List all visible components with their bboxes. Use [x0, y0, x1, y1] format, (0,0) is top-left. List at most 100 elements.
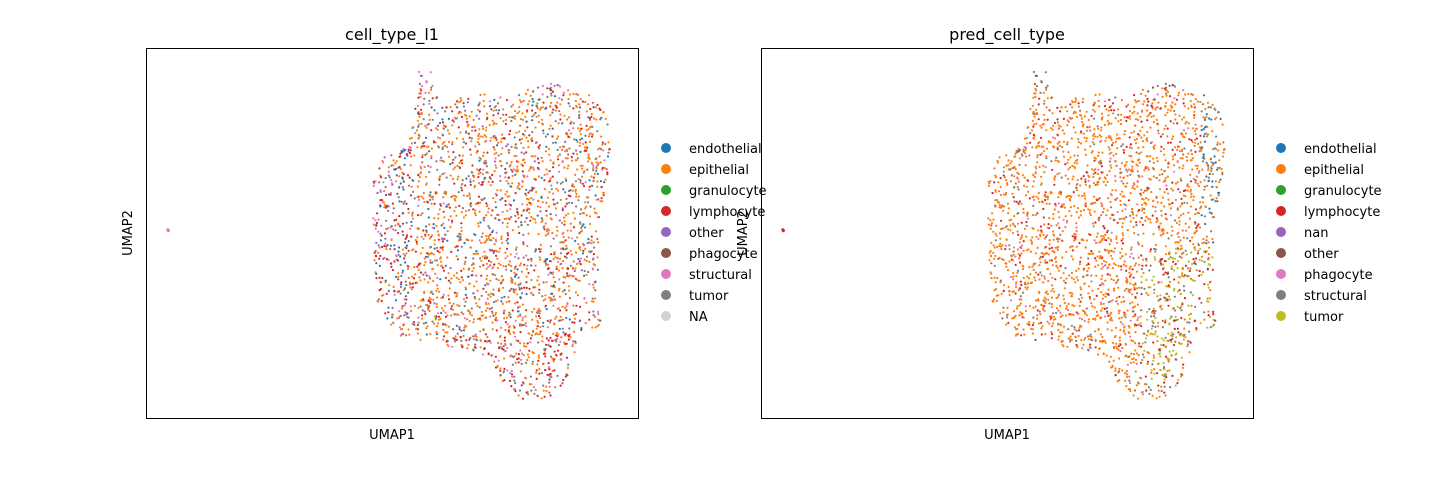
scatter-point	[1181, 167, 1184, 170]
scatter-point	[1155, 118, 1158, 121]
scatter-point	[1133, 187, 1136, 190]
scatter-point	[558, 153, 562, 156]
scatter-point	[1106, 180, 1109, 183]
scatter-point	[1063, 206, 1066, 209]
scatter-point	[1012, 316, 1016, 320]
scatter-point	[485, 262, 488, 265]
scatter-point	[1146, 360, 1149, 363]
scatter-point	[504, 176, 507, 179]
scatter-point	[1191, 236, 1194, 239]
scatter-point	[453, 313, 456, 316]
scatter-point	[1109, 164, 1112, 167]
scatter-point	[1133, 324, 1136, 327]
scatter-point	[1157, 226, 1160, 229]
scatter-point	[590, 242, 593, 245]
scatter-point	[1177, 241, 1181, 244]
scatter-point	[1096, 232, 1099, 235]
scatter-point	[509, 129, 512, 133]
scatter-point	[411, 275, 414, 278]
scatter-point	[1167, 162, 1170, 165]
scatter-point	[1084, 178, 1087, 181]
scatter-point	[442, 269, 445, 272]
scatter-point	[1083, 338, 1086, 341]
scatter-point	[1007, 207, 1010, 210]
scatter-point	[456, 258, 460, 261]
scatter-point	[991, 212, 994, 215]
scatter-point	[1212, 148, 1215, 151]
scatter-point	[1165, 253, 1168, 256]
scatter-point	[441, 148, 444, 151]
scatter-point	[1176, 382, 1179, 385]
scatter-point	[405, 283, 408, 287]
scatter-point	[478, 117, 481, 120]
scatter-point	[1070, 195, 1073, 198]
scatter-point	[1105, 108, 1108, 111]
scatter-point	[492, 237, 495, 240]
scatter-point	[1107, 146, 1110, 149]
scatter-point	[460, 329, 463, 332]
scatter-point	[531, 109, 534, 112]
scatter-point	[403, 304, 406, 307]
scatter-point	[1210, 230, 1213, 233]
scatter-point	[1114, 140, 1117, 143]
scatter-point	[530, 257, 533, 260]
scatter-point	[390, 164, 393, 167]
scatter-point	[1097, 287, 1100, 290]
scatter-point	[1117, 264, 1120, 268]
scatter-point	[1152, 199, 1155, 202]
scatter-point	[1176, 232, 1179, 235]
legend-marker	[661, 164, 671, 174]
scatter-point	[453, 116, 456, 119]
scatter-point	[1019, 302, 1022, 305]
scatter-point	[444, 233, 447, 236]
scatter-point	[1047, 267, 1050, 270]
scatter-point	[503, 367, 506, 370]
scatter-point	[1043, 102, 1046, 105]
scatter-point	[1074, 111, 1077, 114]
scatter-point	[998, 256, 1001, 259]
scatter-point	[502, 113, 505, 116]
scatter-point	[1157, 352, 1161, 356]
scatter-point	[1165, 285, 1168, 288]
scatter-point	[1118, 336, 1121, 339]
scatter-point	[519, 370, 522, 373]
scatter-point	[544, 222, 547, 225]
scatter-point	[1170, 331, 1173, 334]
scatter-point	[546, 227, 549, 231]
scatter-point	[567, 89, 570, 92]
scatter-point	[469, 178, 472, 181]
scatter-point	[582, 249, 585, 252]
scatter-point	[447, 218, 450, 222]
scatter-point	[482, 127, 485, 130]
scatter-point	[470, 274, 473, 277]
scatter-point	[1032, 125, 1035, 128]
scatter-point	[1113, 335, 1116, 339]
scatter-point	[1019, 237, 1022, 240]
scatter-point	[1060, 205, 1063, 208]
scatter-point	[575, 105, 578, 109]
scatter-point	[546, 173, 549, 176]
scatter-point	[488, 248, 492, 251]
scatter-point	[540, 220, 543, 224]
scatter-point	[444, 311, 447, 314]
scatter-point	[391, 306, 394, 309]
scatter-point	[1073, 166, 1077, 170]
scatter-point	[1085, 263, 1088, 267]
scatter-point	[484, 240, 487, 243]
scatter-point	[1058, 172, 1061, 175]
scatter-point	[1070, 271, 1073, 275]
scatter-point	[399, 182, 402, 185]
scatter-point	[438, 315, 441, 318]
scatter-point	[1186, 159, 1189, 162]
scatter-point	[517, 276, 520, 279]
scatter-point	[1124, 253, 1127, 256]
scatter-point	[1079, 210, 1083, 213]
scatter-point	[572, 152, 575, 155]
scatter-point	[403, 257, 406, 260]
scatter-point	[1147, 217, 1150, 220]
scatter-point	[1026, 211, 1029, 214]
scatter-point	[540, 217, 544, 220]
scatter-point	[589, 107, 592, 111]
scatter-point	[1143, 189, 1147, 192]
